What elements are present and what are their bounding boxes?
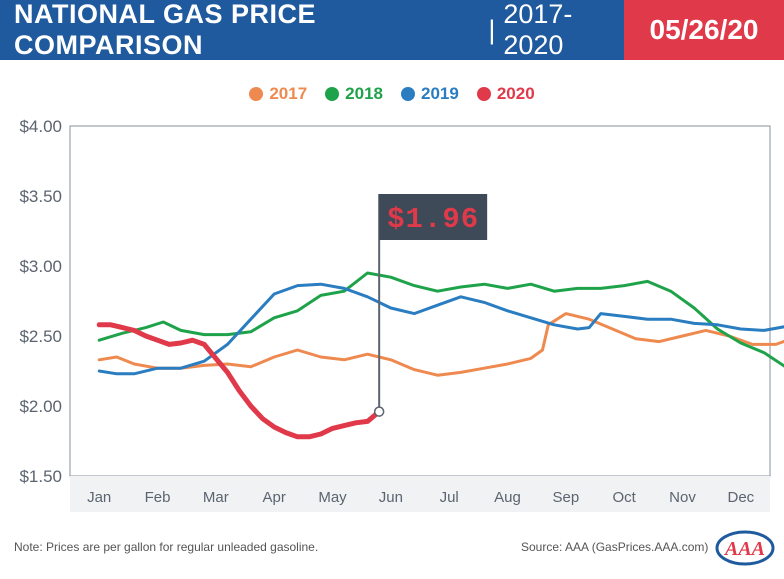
legend-dot-2019 (401, 87, 415, 101)
legend-label-2019: 2019 (421, 84, 459, 103)
aaa-logo: AAA (715, 530, 775, 566)
svg-text:AAA: AAA (723, 538, 765, 560)
x-tick-label: Sep (552, 489, 579, 506)
x-tick-label: Nov (669, 489, 696, 506)
x-tick-label: Dec (727, 489, 754, 506)
x-tick-label: Feb (145, 489, 171, 506)
chart-subtitle: 2017-2020 (503, 0, 573, 60)
y-tick-label: $2.50 (19, 327, 62, 346)
x-axis-band (70, 476, 770, 512)
legend: 2017 2018 2019 2020 (0, 84, 784, 104)
y-tick-label: $1.50 (19, 467, 62, 486)
x-tick-label: Jan (87, 489, 111, 506)
callout-value: $1.96 (387, 203, 479, 236)
series-line-2020 (96, 322, 382, 440)
x-tick-label: Jun (379, 489, 403, 506)
title-separator: | (488, 14, 496, 45)
x-tick-label: Oct (612, 489, 636, 506)
callout-marker (373, 406, 385, 417)
legend-dot-2018 (325, 87, 340, 101)
title-band: NATIONAL GAS PRICE COMPARISON | 2017-202… (0, 0, 624, 60)
legend-label-2018: 2018 (345, 84, 383, 103)
y-tick-label: $3.50 (19, 187, 62, 206)
y-tick-label: $2.00 (19, 397, 62, 416)
footer-source: Source: AAA (GasPrices.AAA.com) (521, 540, 709, 554)
callout-flag (379, 194, 488, 240)
legend-item-2020: 2020 (476, 84, 535, 104)
plot-frame (69, 125, 771, 477)
series-line-2017 (97, 312, 784, 377)
x-tick-label: Jul (440, 489, 459, 506)
header: NATIONAL GAS PRICE COMPARISON | 2017-202… (0, 0, 784, 60)
x-tick-label: Aug (494, 489, 521, 506)
y-tick-label: $3.00 (19, 257, 62, 276)
x-tick-label: Apr (262, 489, 285, 506)
legend-item-2017: 2017 (249, 84, 307, 104)
legend-item-2018: 2018 (325, 84, 383, 104)
date-band: 05/26/20 (624, 0, 784, 60)
x-tick-label: Mar (203, 489, 229, 506)
legend-dot-2020 (476, 87, 491, 101)
chart-title: NATIONAL GAS PRICE COMPARISON (14, 0, 317, 60)
series-line-2019 (97, 282, 784, 376)
series-line-2018 (97, 271, 784, 368)
date-label: 05/26/20 (649, 14, 759, 45)
y-tick-label: $4.00 (19, 117, 62, 136)
legend-label-2020: 2020 (496, 84, 535, 103)
legend-item-2019: 2019 (401, 84, 459, 104)
legend-dot-2017 (249, 87, 264, 101)
footer-note: Note: Prices are per gallon for regular … (14, 540, 319, 554)
x-tick-label: May (318, 489, 347, 506)
legend-label-2017: 2017 (269, 84, 308, 103)
